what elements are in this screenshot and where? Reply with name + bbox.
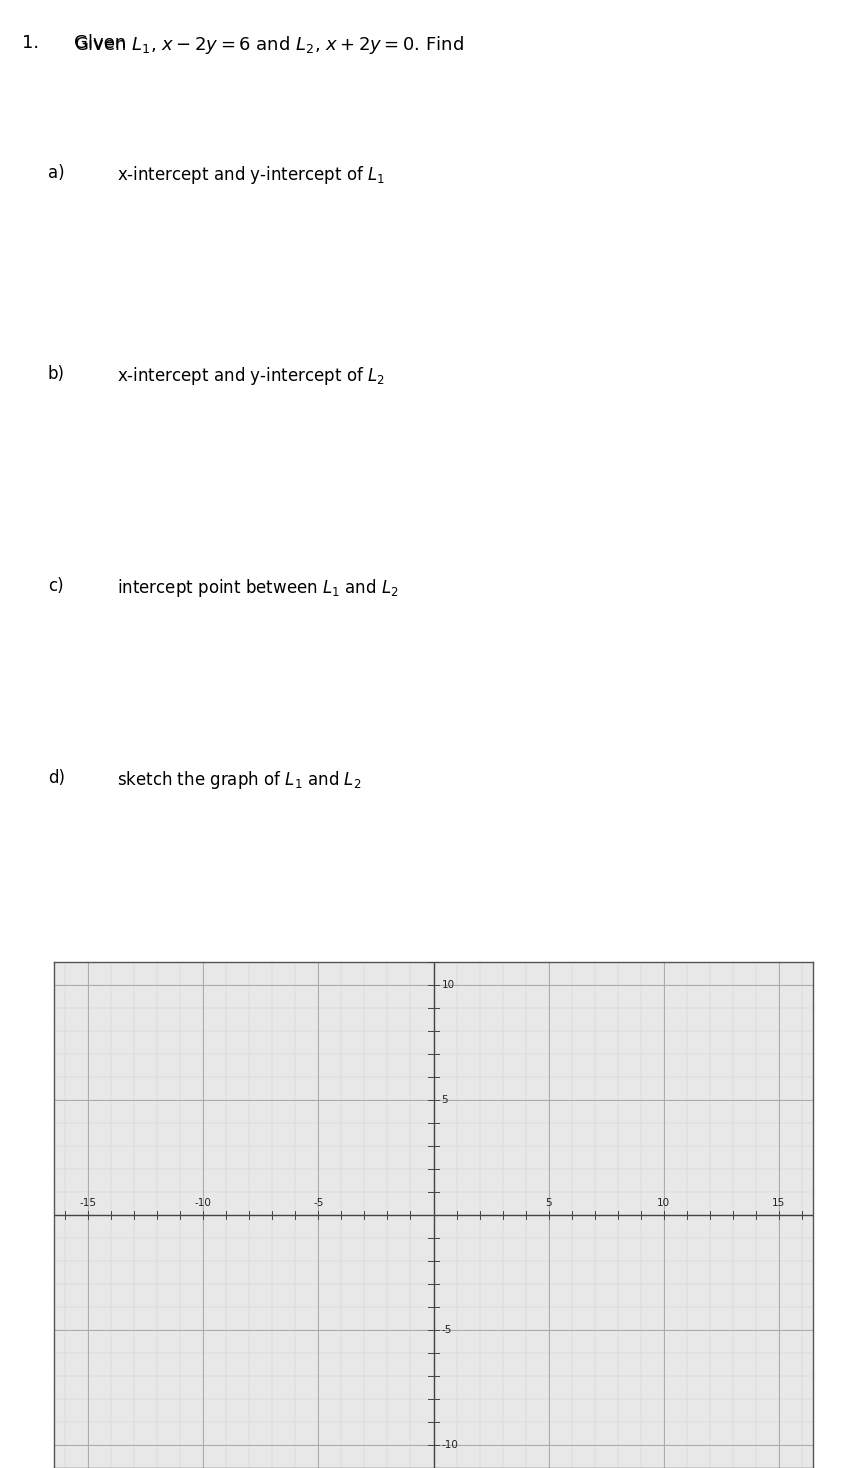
Text: -5: -5: [313, 1198, 323, 1208]
Text: x-intercept and y-intercept of $\mathit{L}_1$: x-intercept and y-intercept of $\mathit{…: [117, 163, 385, 185]
Text: 10: 10: [441, 979, 454, 989]
Text: a): a): [48, 163, 64, 182]
Text: 15: 15: [772, 1198, 786, 1208]
Text: 10: 10: [657, 1198, 670, 1208]
Text: b): b): [48, 366, 65, 383]
Text: sketch the graph of $\mathit{L}_1$ and $\mathit{L}_2$: sketch the graph of $\mathit{L}_1$ and $…: [117, 769, 362, 791]
Text: Given $\mathit{L}_1$, $x-2y=6$ and $\mathit{L}_2$, $x+2y=0$. Find: Given $\mathit{L}_1$, $x-2y=6$ and $\mat…: [74, 34, 464, 56]
Text: -10: -10: [441, 1440, 459, 1450]
Text: 1.: 1.: [22, 34, 39, 51]
Text: x-intercept and y-intercept of $\mathit{L}_2$: x-intercept and y-intercept of $\mathit{…: [117, 366, 385, 388]
Text: Given: Given: [74, 34, 132, 51]
Text: c): c): [48, 577, 63, 595]
Text: 5: 5: [545, 1198, 552, 1208]
Text: -5: -5: [441, 1326, 452, 1334]
Text: intercept point between $\mathit{L}_1$ and $\mathit{L}_2$: intercept point between $\mathit{L}_1$ a…: [117, 577, 399, 599]
Text: -10: -10: [195, 1198, 212, 1208]
Text: -15: -15: [80, 1198, 97, 1208]
Text: d): d): [48, 769, 65, 787]
Text: 5: 5: [441, 1095, 448, 1105]
